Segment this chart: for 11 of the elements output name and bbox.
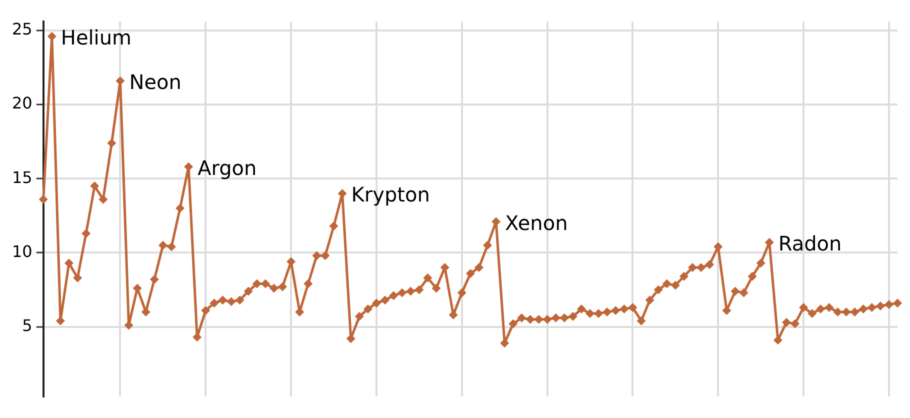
y-tick-label: 5 <box>22 316 32 335</box>
text: Krypton <box>351 182 430 207</box>
y-tick-label: 20 <box>12 94 32 113</box>
text: Radon <box>778 232 842 256</box>
y-tick-label: 10 <box>12 242 32 261</box>
y-tick-label: 15 <box>12 168 32 187</box>
text: Helium <box>60 26 132 50</box>
y-tick-label: 25 <box>12 20 32 39</box>
text: Xenon <box>505 210 568 235</box>
text: Argon <box>198 156 257 180</box>
text: Neon <box>129 70 182 94</box>
